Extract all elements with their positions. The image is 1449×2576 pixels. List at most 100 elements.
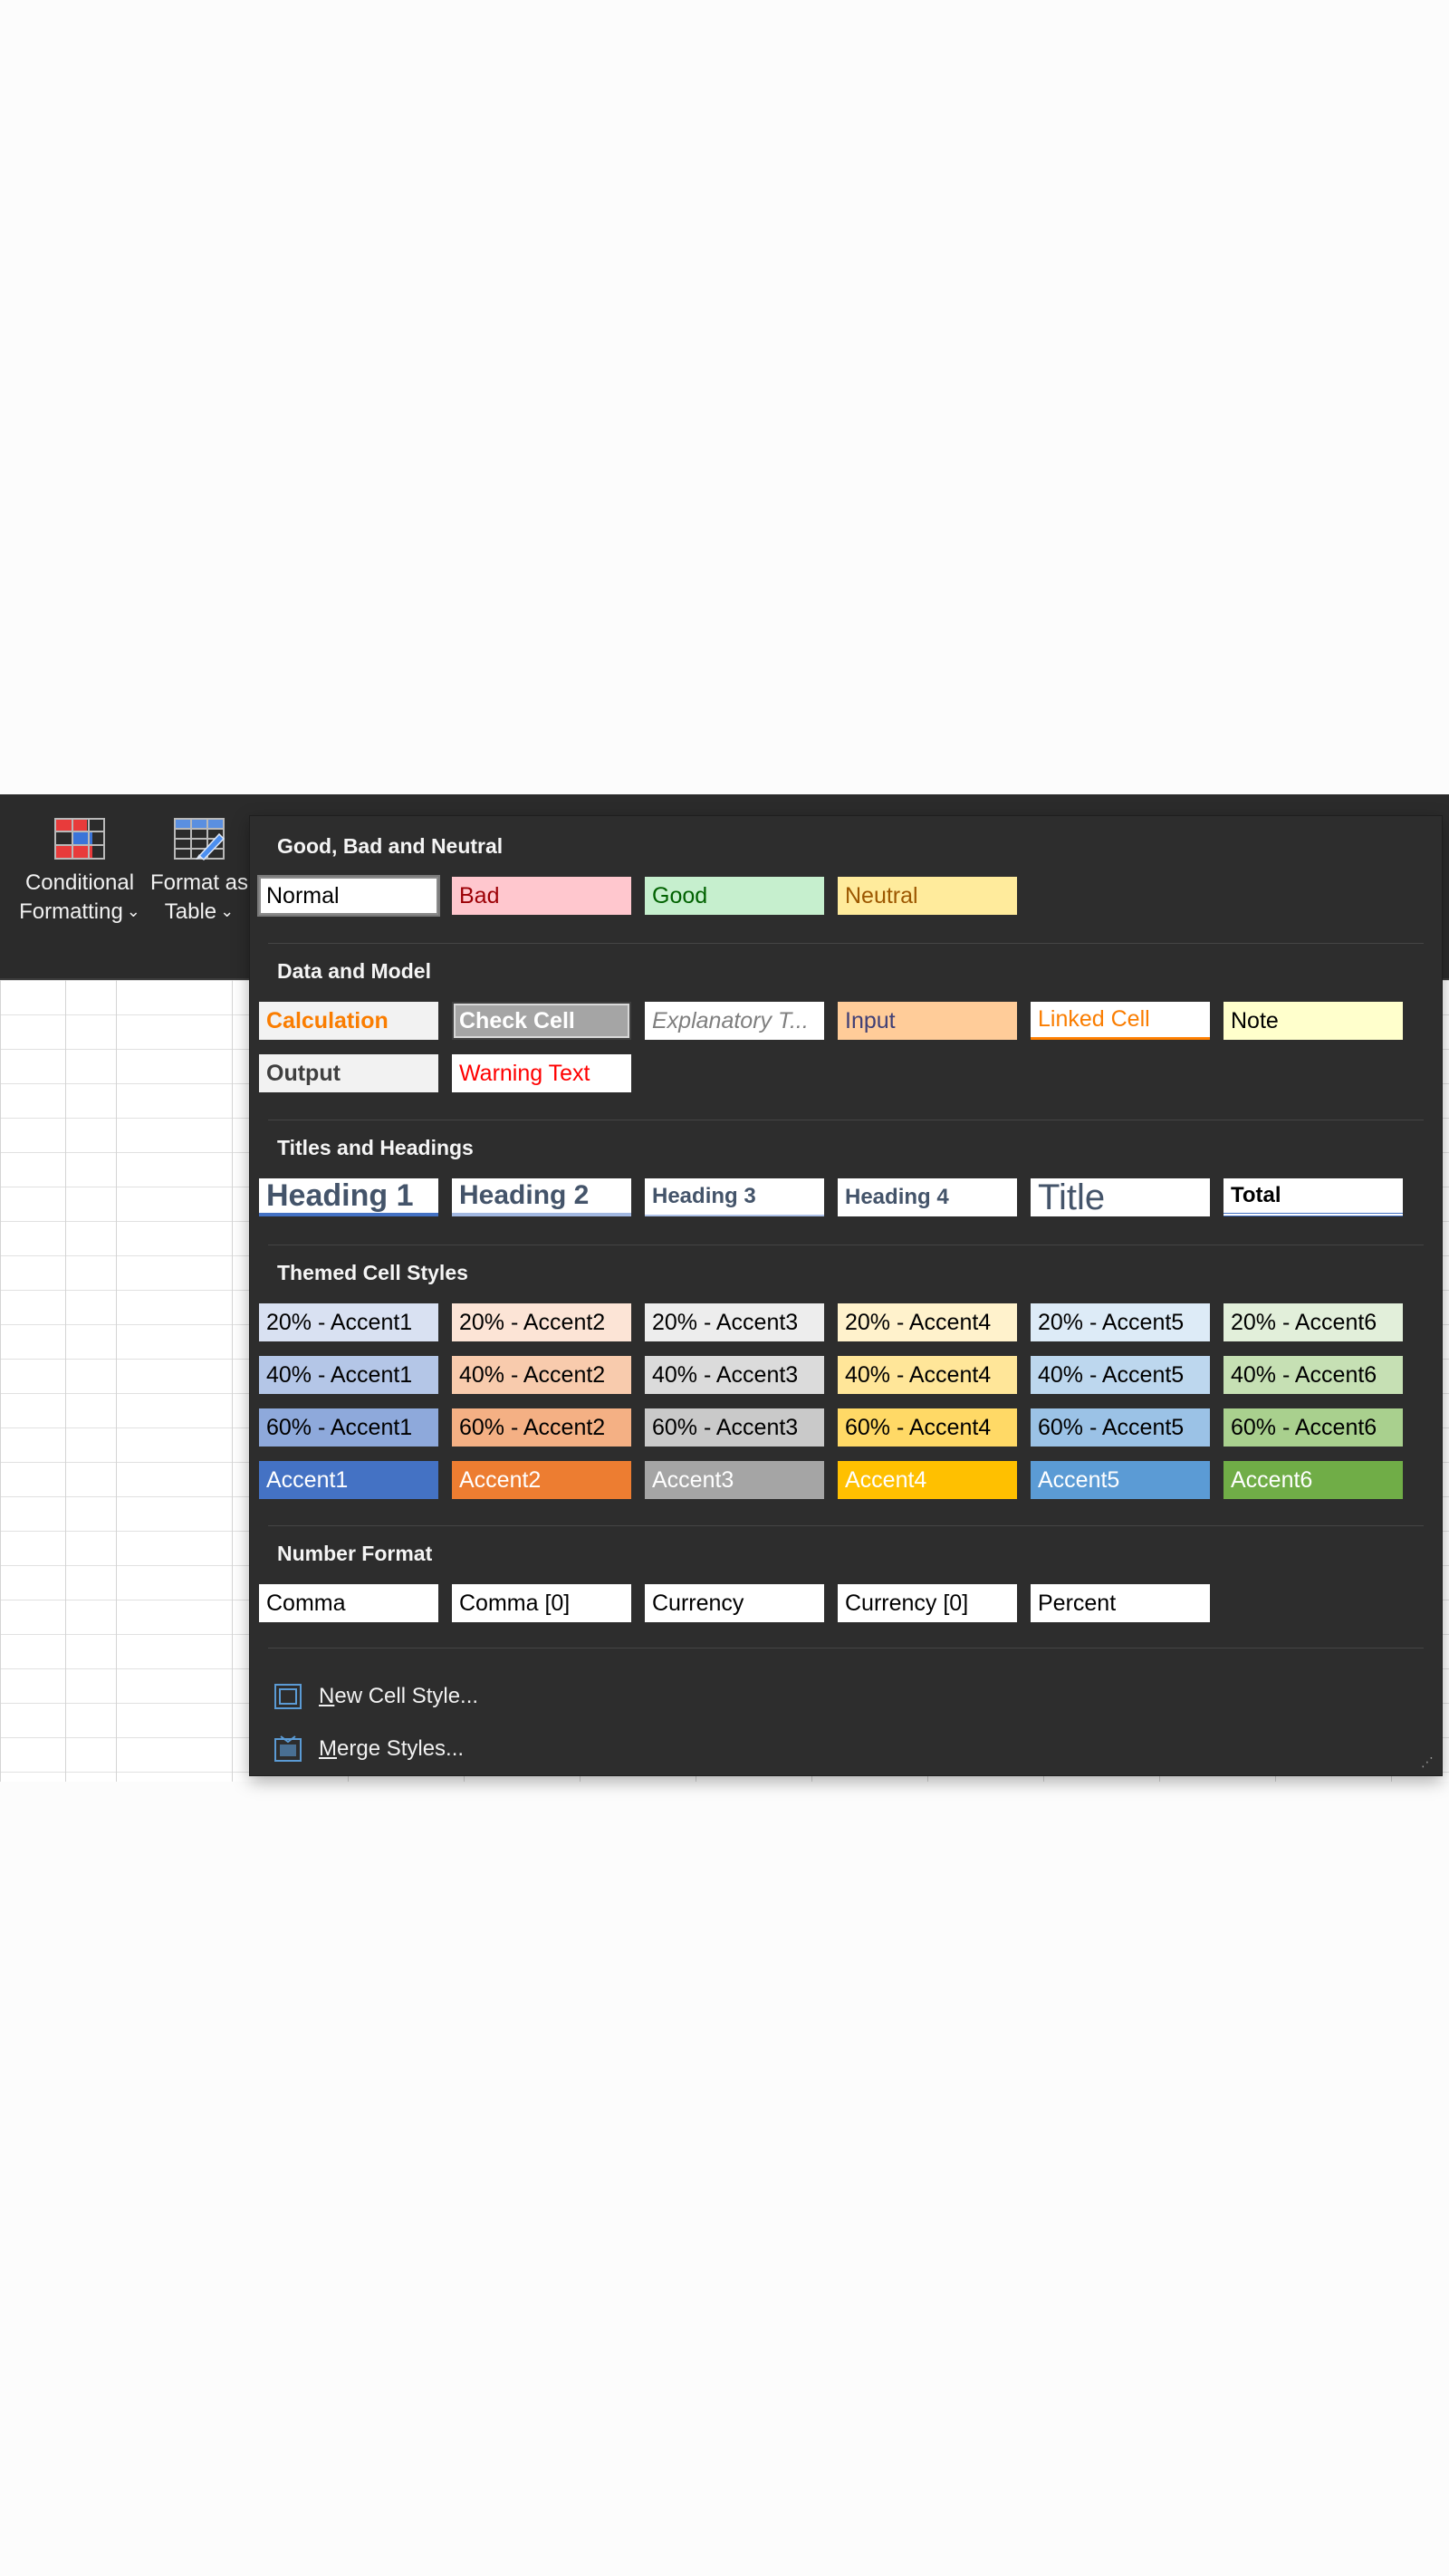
cell-style-label: Heading 4 <box>845 1185 949 1209</box>
cell-style-label: Linked Cell <box>1038 1006 1150 1032</box>
cell-style-percent[interactable]: Percent <box>1031 1584 1210 1622</box>
conditional-formatting-label-2: Formatting ⌄ <box>13 898 147 928</box>
section-title-themed-cell-styles: Themed Cell Styles <box>277 1261 468 1284</box>
cell-style-label: 40% - Accent1 <box>266 1361 413 1388</box>
cell-style-good[interactable]: Good <box>645 877 824 915</box>
cell-style-label: Bad <box>459 882 500 908</box>
chevron-down-icon: ⌄ <box>126 902 140 920</box>
cell-style-accent4[interactable]: Accent4 <box>838 1461 1017 1499</box>
cell-style-label: 60% - Accent2 <box>459 1414 606 1440</box>
cell-style-explanatory-t[interactable]: Explanatory T... <box>645 1002 824 1040</box>
cell-style-accent3[interactable]: Accent3 <box>645 1461 824 1499</box>
cell-style-heading-1[interactable]: Heading 1 <box>259 1178 438 1216</box>
cell-style-label: Currency <box>652 1590 744 1616</box>
cell-style-label: Total <box>1231 1183 1281 1207</box>
format-as-table-label-2: Table ⌄ <box>149 898 250 928</box>
menu-item-accesskey: M <box>319 1736 337 1761</box>
new-cell-style-icon <box>273 1683 302 1710</box>
cell-style-label: 20% - Accent1 <box>266 1309 413 1335</box>
cell-style-label: Heading 1 <box>266 1178 414 1213</box>
cell-style-60-accent2[interactable]: 60% - Accent2 <box>452 1408 631 1447</box>
cell-style-20-accent2[interactable]: 20% - Accent2 <box>452 1303 631 1341</box>
cell-style-calculation[interactable]: Calculation <box>259 1002 438 1040</box>
cell-style-comma-0[interactable]: Comma [0] <box>452 1584 631 1622</box>
cell-style-label: Comma [0] <box>459 1590 571 1616</box>
cell-style-20-accent4[interactable]: 20% - Accent4 <box>838 1303 1017 1341</box>
cell-style-warning-text[interactable]: Warning Text <box>452 1054 631 1092</box>
cell-style-output[interactable]: Output <box>259 1054 438 1092</box>
cell-style-input[interactable]: Input <box>838 1002 1017 1040</box>
cell-style-40-accent1[interactable]: 40% - Accent1 <box>259 1356 438 1394</box>
cell-style-40-accent6[interactable]: 40% - Accent6 <box>1223 1356 1403 1394</box>
cell-style-label: Explanatory T... <box>652 1007 809 1033</box>
cell-style-comma[interactable]: Comma <box>259 1584 438 1622</box>
cell-style-20-accent6[interactable]: 20% - Accent6 <box>1223 1303 1403 1341</box>
cell-style-currency-0[interactable]: Currency [0] <box>838 1584 1017 1622</box>
cell-style-label: Check Cell <box>459 1007 575 1033</box>
cell-style-check-cell[interactable]: Check Cell <box>452 1002 631 1040</box>
cell-style-label: Neutral <box>845 882 918 908</box>
cell-style-label: 40% - Accent2 <box>459 1361 606 1388</box>
cell-style-heading-2[interactable]: Heading 2 <box>452 1178 631 1216</box>
cell-style-60-accent1[interactable]: 60% - Accent1 <box>259 1408 438 1447</box>
cell-style-40-accent5[interactable]: 40% - Accent5 <box>1031 1356 1210 1394</box>
menu-item-accesskey: N <box>319 1684 335 1708</box>
cell-style-label: 20% - Accent2 <box>459 1309 606 1335</box>
cell-style-20-accent1[interactable]: 20% - Accent1 <box>259 1303 438 1341</box>
resize-grip-icon[interactable]: ⋰ <box>1421 1754 1435 1769</box>
conditional-formatting-button[interactable]: Conditional Formatting ⌄ <box>13 816 147 970</box>
cell-style-normal[interactable]: Normal <box>259 877 438 915</box>
cell-style-label: 60% - Accent3 <box>652 1414 799 1440</box>
cell-style-label: Note <box>1231 1007 1279 1033</box>
cell-style-currency[interactable]: Currency <box>645 1584 824 1622</box>
cell-style-label: 20% - Accent6 <box>1231 1309 1377 1335</box>
cell-style-label: Accent3 <box>652 1466 734 1493</box>
cell-style-heading-3[interactable]: Heading 3 <box>645 1178 824 1216</box>
cell-style-neutral[interactable]: Neutral <box>838 877 1017 915</box>
cell-style-title[interactable]: Title <box>1031 1178 1210 1216</box>
cell-style-60-accent4[interactable]: 60% - Accent4 <box>838 1408 1017 1447</box>
cell-style-accent6[interactable]: Accent6 <box>1223 1461 1403 1499</box>
cell-style-accent5[interactable]: Accent5 <box>1031 1461 1210 1499</box>
cell-style-40-accent2[interactable]: 40% - Accent2 <box>452 1356 631 1394</box>
cell-style-label: 60% - Accent5 <box>1038 1414 1185 1440</box>
cell-style-label: 60% - Accent4 <box>845 1414 992 1440</box>
cell-style-label: 40% - Accent5 <box>1038 1361 1185 1388</box>
cell-style-label: 20% - Accent3 <box>652 1309 799 1335</box>
format-as-table-button[interactable]: Format as Table ⌄ <box>149 816 250 970</box>
format-as-table-icon <box>174 818 226 861</box>
cell-style-label: 40% - Accent4 <box>845 1361 992 1388</box>
cell-style-40-accent3[interactable]: 40% - Accent3 <box>645 1356 824 1394</box>
section-title-titles-and-headings: Titles and Headings <box>277 1136 474 1159</box>
cell-style-label: Accent5 <box>1038 1466 1120 1493</box>
cell-style-label: Input <box>845 1007 896 1033</box>
cell-style-heading-4[interactable]: Heading 4 <box>838 1178 1017 1216</box>
cell-style-label: 60% - Accent6 <box>1231 1414 1377 1440</box>
cell-style-40-accent4[interactable]: 40% - Accent4 <box>838 1356 1017 1394</box>
cell-style-label: Normal <box>266 882 340 908</box>
cell-style-20-accent3[interactable]: 20% - Accent3 <box>645 1303 824 1341</box>
cell-style-60-accent3[interactable]: 60% - Accent3 <box>645 1408 824 1447</box>
cell-style-accent1[interactable]: Accent1 <box>259 1461 438 1499</box>
cell-style-label: 60% - Accent1 <box>266 1414 413 1440</box>
cell-style-total[interactable]: Total <box>1223 1178 1403 1216</box>
cell-style-accent2[interactable]: Accent2 <box>452 1461 631 1499</box>
section-title-number-format: Number Format <box>277 1542 433 1565</box>
cell-style-label: 40% - Accent3 <box>652 1361 799 1388</box>
cell-style-60-accent5[interactable]: 60% - Accent5 <box>1031 1408 1210 1447</box>
cell-style-label: Calculation <box>266 1007 389 1033</box>
cell-style-label: Output <box>266 1060 341 1086</box>
cell-style-linked-cell[interactable]: Linked Cell <box>1031 1002 1210 1040</box>
cell-style-note[interactable]: Note <box>1223 1002 1403 1040</box>
cell-style-label: Accent6 <box>1231 1466 1313 1493</box>
cell-style-60-accent6[interactable]: 60% - Accent6 <box>1223 1408 1403 1447</box>
cell-style-label: Comma <box>266 1590 346 1616</box>
section-title-good-bad-and-neutral: Good, Bad and Neutral <box>277 834 504 858</box>
cell-style-label: Accent1 <box>266 1466 349 1493</box>
cell-style-20-accent5[interactable]: 20% - Accent5 <box>1031 1303 1210 1341</box>
cell-style-label: Good <box>652 882 708 908</box>
cell-style-bad[interactable]: Bad <box>452 877 631 915</box>
merge-styles-icon <box>273 1735 302 1763</box>
